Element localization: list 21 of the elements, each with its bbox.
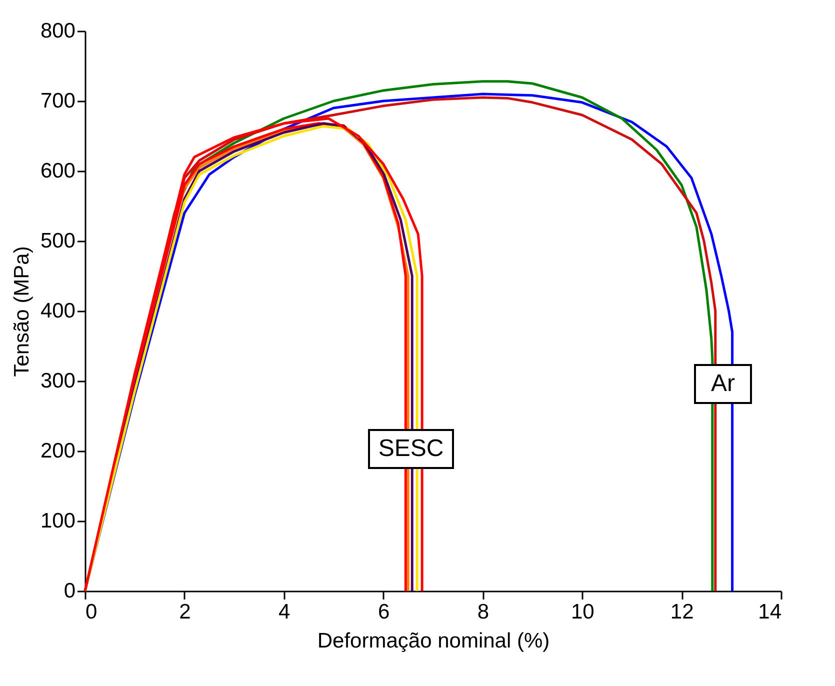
y-tick-label: 0 — [64, 580, 76, 602]
x-tick-label: 4 — [278, 600, 291, 624]
annotation: SESC — [378, 435, 444, 462]
y-tick-label: 800 — [40, 20, 76, 42]
x-tick-label: 2 — [179, 600, 191, 624]
x-axis-title: Deformação nominal (%) — [317, 630, 550, 652]
x-tick-label: 14 — [758, 600, 782, 624]
x-tick-label: 8 — [477, 600, 490, 624]
x-tick-label: 6 — [378, 600, 390, 624]
y-tick-label: 400 — [40, 300, 76, 322]
x-tick-label: 12 — [670, 600, 694, 624]
y-axis-title: Tensão (MPa) — [10, 246, 34, 377]
x-tick-label: 0 — [86, 600, 98, 624]
y-tick-label: 200 — [40, 440, 76, 462]
annotation: Ar — [711, 370, 736, 397]
y-tick-label: 100 — [40, 510, 76, 532]
y-tick-label: 500 — [40, 230, 76, 252]
y-tick-label: 300 — [40, 370, 76, 392]
y-tick-label: 600 — [40, 160, 76, 182]
y-tick-label: 700 — [40, 90, 76, 112]
x-tick-label: 10 — [570, 600, 594, 624]
